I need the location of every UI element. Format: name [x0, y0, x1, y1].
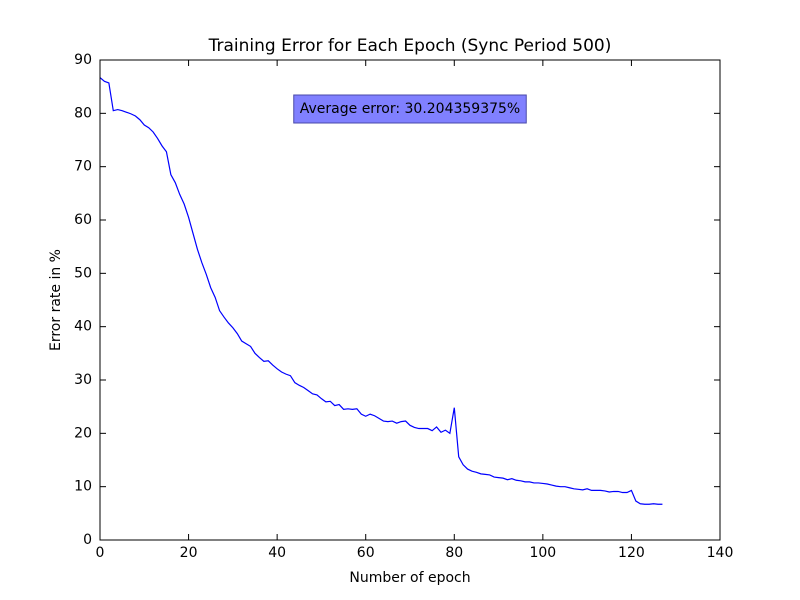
y-axis-label: Error rate in % — [48, 249, 64, 351]
x-tick-label: 80 — [445, 545, 463, 561]
x-tick-label: 60 — [357, 545, 375, 561]
annotation: Average error: 30.204359375% — [300, 101, 521, 117]
chart-title: Training Error for Each Epoch (Sync Peri… — [208, 36, 612, 56]
line-series — [99, 77, 663, 505]
y-tick-label: 70 — [74, 159, 92, 175]
y-tick-label: 80 — [74, 105, 92, 121]
y-tick-label: 60 — [74, 212, 92, 228]
annotation-box — [293, 94, 527, 124]
plot-frame — [99, 59, 721, 541]
x-tick-label: 20 — [180, 545, 198, 561]
x-tick-label: 0 — [96, 545, 105, 561]
y-tick-label: 0 — [83, 532, 92, 548]
x-axis-label: Number of epoch — [349, 570, 470, 586]
y-tick-label: 20 — [74, 425, 92, 441]
y-tick-label: 50 — [74, 265, 92, 281]
x-tick-label: 140 — [707, 545, 734, 561]
y-tick-label: 40 — [74, 319, 92, 335]
y-tick-label: 30 — [74, 372, 92, 388]
x-tick-label: 40 — [268, 545, 286, 561]
y-tick-label: 90 — [74, 52, 92, 68]
y-tick-label: 10 — [74, 479, 92, 495]
x-tick-label: 120 — [618, 545, 645, 561]
x-tick-label: 100 — [529, 545, 556, 561]
